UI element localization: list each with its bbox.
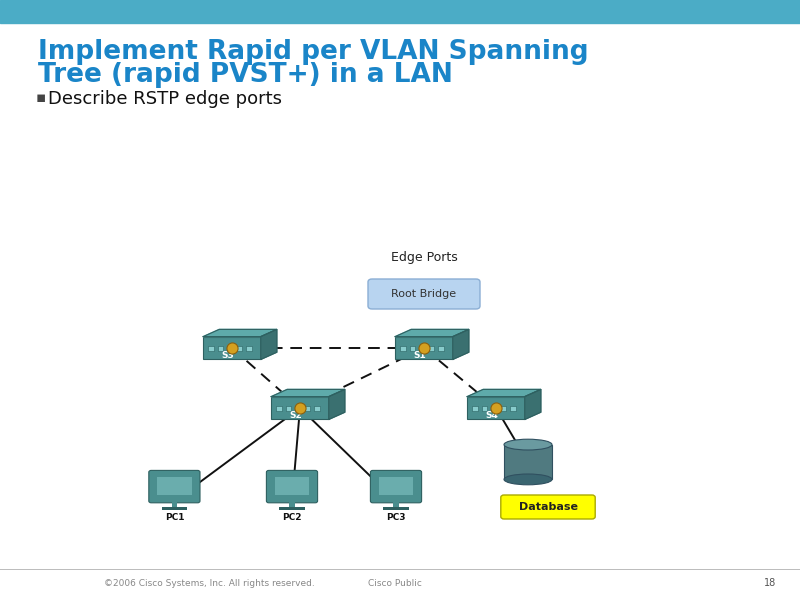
Bar [295,406,301,412]
Polygon shape [329,389,345,419]
Bar [501,406,506,412]
Bar [510,406,516,412]
Bar [218,346,223,352]
Bar [305,406,310,412]
Bar [429,346,434,352]
Bar [400,346,406,352]
Text: Root Bridge: Root Bridge [391,289,457,299]
FancyBboxPatch shape [370,470,422,503]
Text: Database: Database [518,502,578,512]
Bar [314,406,320,412]
Bar [290,501,294,508]
Bar [162,507,187,509]
Text: Describe RSTP edge ports: Describe RSTP edge ports [48,90,282,108]
Bar [227,346,233,352]
Bar [157,478,192,494]
FancyBboxPatch shape [271,397,329,419]
FancyBboxPatch shape [203,337,261,359]
Polygon shape [395,329,469,337]
FancyBboxPatch shape [395,337,453,359]
Polygon shape [271,389,345,397]
Ellipse shape [504,439,552,450]
Text: S2: S2 [290,411,302,420]
FancyBboxPatch shape [149,470,200,503]
Bar [482,406,487,412]
Text: PC3: PC3 [386,513,406,522]
Bar [172,501,177,508]
Bar [378,478,414,494]
Bar [279,507,305,509]
Text: Edge Ports: Edge Ports [390,251,458,264]
Bar [383,507,409,509]
Text: Tree (rapid PVST+) in a LAN: Tree (rapid PVST+) in a LAN [38,62,454,88]
Bar [491,406,497,412]
Text: Implement Rapid per VLAN Spanning: Implement Rapid per VLAN Spanning [38,39,589,65]
Bar [286,406,291,412]
Bar [237,346,242,352]
Bar [246,346,252,352]
Polygon shape [467,389,541,397]
Bar [394,501,398,508]
Text: S3: S3 [222,351,234,360]
Text: ▪: ▪ [35,90,46,105]
Ellipse shape [504,474,552,485]
Bar [208,346,214,352]
Bar [438,346,444,352]
Bar [504,445,552,479]
Polygon shape [525,389,541,419]
FancyBboxPatch shape [467,397,525,419]
Polygon shape [203,329,277,337]
Text: ©2006 Cisco Systems, Inc. All rights reserved.: ©2006 Cisco Systems, Inc. All rights res… [104,578,314,588]
Text: PC1: PC1 [165,513,184,522]
Bar [419,346,425,352]
Bar [472,406,478,412]
Bar [276,406,282,412]
Text: S4: S4 [486,411,498,420]
Polygon shape [261,329,277,359]
Bar [410,346,415,352]
FancyBboxPatch shape [368,279,480,309]
Text: PC2: PC2 [282,513,302,522]
Bar [0,0,800,23]
Text: 18: 18 [764,578,776,588]
Polygon shape [453,329,469,359]
FancyBboxPatch shape [501,495,595,519]
Text: Cisco Public: Cisco Public [368,578,422,588]
Text: S1: S1 [414,351,426,360]
FancyBboxPatch shape [266,470,318,503]
Bar [274,478,310,494]
